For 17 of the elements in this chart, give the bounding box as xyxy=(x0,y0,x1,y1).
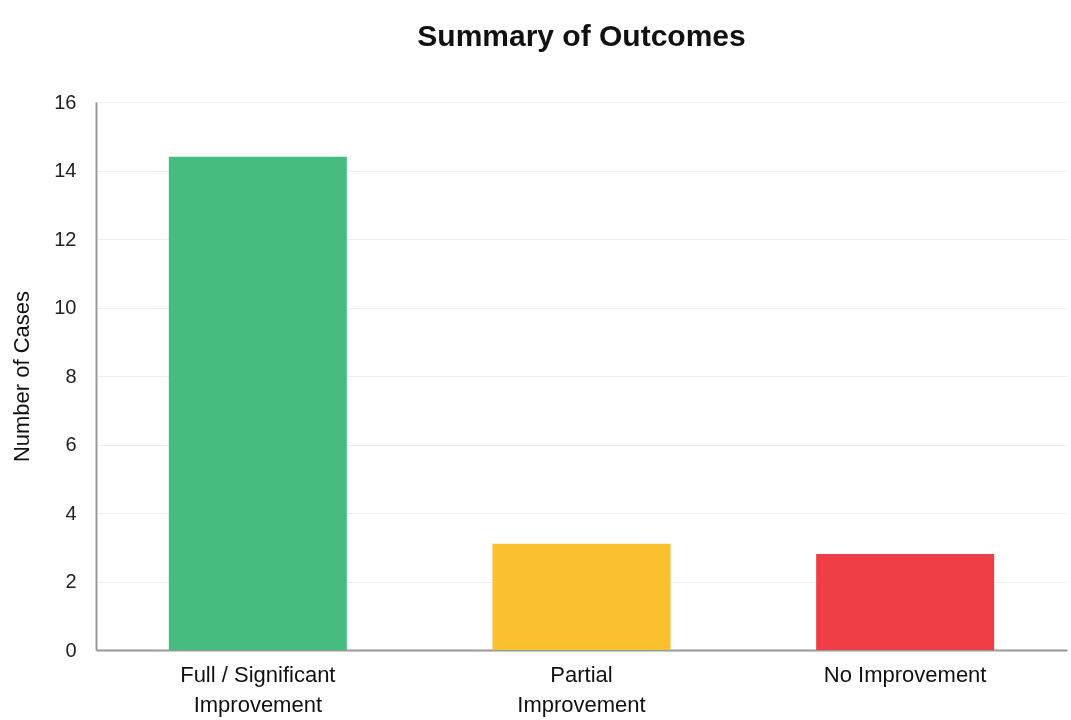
y-axis-title: Number of Cases xyxy=(9,290,35,463)
y-tick-label: 2 xyxy=(65,570,77,592)
y-tick-label: 10 xyxy=(54,296,77,318)
y-tick-label: 12 xyxy=(54,227,77,250)
y-tick-label: 16 xyxy=(54,90,77,113)
bar xyxy=(168,156,347,650)
bar xyxy=(492,543,671,650)
x-tick-label: No Improvement xyxy=(823,661,987,687)
x-tick-label: Partial Improvement xyxy=(517,661,646,717)
y-tick-label: 8 xyxy=(65,364,77,387)
bar xyxy=(816,554,995,650)
x-tick-label: Full / Significant Improvement xyxy=(180,661,336,717)
y-tick-label: 6 xyxy=(65,433,77,455)
chart-title: Summary of Outcomes xyxy=(417,19,746,52)
y-tick-label: 0 xyxy=(65,638,77,661)
y-tick-label: 14 xyxy=(54,159,77,181)
y-tick-label: 4 xyxy=(65,501,77,524)
